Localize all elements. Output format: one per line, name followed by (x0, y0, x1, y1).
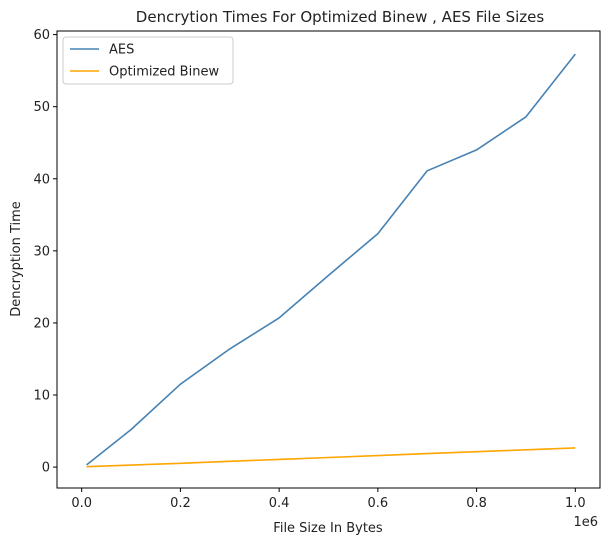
y-axis: 0 10 20 30 40 50 60 (33, 28, 57, 476)
plot-frame (56, 30, 601, 489)
legend-label: Optimized Binew (109, 65, 219, 80)
x-tick-label: 0.0 (71, 496, 92, 511)
series-line-aes (86, 53, 576, 466)
x-offset-label: 1e6 (573, 515, 598, 530)
x-tick-label: 0.6 (368, 496, 389, 511)
y-tick-label: 20 (33, 316, 50, 331)
legend-label: AES (109, 43, 134, 58)
y-tick-label: 30 (33, 244, 50, 259)
x-tick-label: 1.0 (565, 496, 586, 511)
chart-title: Dencrytion Times For Optimized Binew , A… (136, 8, 545, 26)
legend-box (62, 36, 234, 85)
x-tick-label: 0.8 (466, 496, 487, 511)
series-line-optimized-binew (86, 447, 576, 468)
legend: AES Optimized Binew (62, 36, 234, 85)
x-tick-label: 0.4 (269, 496, 290, 511)
y-tick-label: 40 (33, 172, 50, 187)
y-tick-label: 0 (42, 461, 50, 476)
x-tick-label: 0.2 (170, 496, 191, 511)
x-axis-label: File Size In Bytes (273, 521, 383, 536)
y-tick-label: 10 (33, 389, 50, 404)
y-tick-label: 60 (33, 28, 50, 43)
x-axis: 0.0 0.2 0.4 0.6 0.8 1.0 (71, 488, 586, 511)
series-layer (86, 53, 576, 468)
y-axis-label: Dencryption Time (9, 201, 24, 317)
y-tick-label: 50 (33, 100, 50, 115)
plot-area: 0 10 20 30 40 50 60 0.0 0.2 0.4 0.6 0.8 1.0 1e6 (33, 28, 601, 530)
